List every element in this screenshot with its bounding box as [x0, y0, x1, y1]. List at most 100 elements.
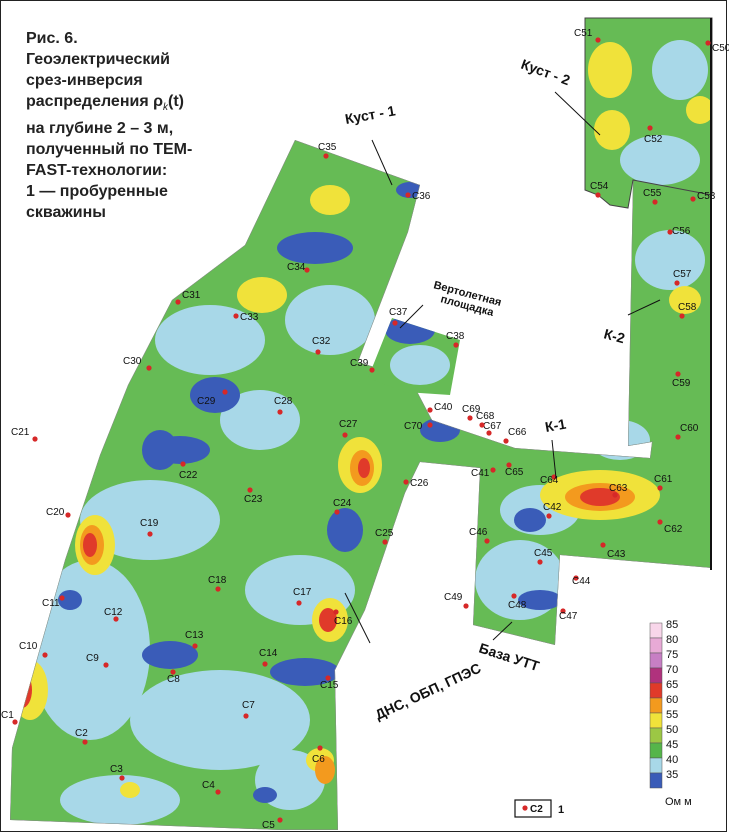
well-label-c26: C26 — [410, 478, 429, 489]
caption-line-7: 1 — пробуренные — [26, 183, 168, 201]
well-label-c11: C11 — [42, 598, 60, 609]
well-marker-c29 — [222, 389, 228, 395]
scale-swatch-85 — [649, 622, 663, 639]
well-label-c50: C50 — [712, 43, 729, 54]
scale-value-85: 85 — [666, 619, 678, 631]
well-label-c38: C38 — [446, 331, 465, 342]
well-label-c54: C54 — [590, 181, 609, 192]
well-label-c13: C13 — [185, 630, 204, 641]
well-marker-c53 — [690, 196, 696, 202]
well-label-c64: C64 — [540, 475, 559, 486]
well-label-c63: C63 — [609, 483, 628, 494]
well-label-c57: C57 — [673, 269, 692, 280]
caption-rho-text: распределения ρ — [26, 93, 163, 110]
well-label-c10: C10 — [19, 641, 38, 652]
well-marker-c10 — [42, 652, 48, 658]
well-label-c17: C17 — [293, 587, 312, 598]
well-marker-c9 — [103, 662, 109, 668]
well-marker-c25 — [382, 539, 388, 545]
well-marker-c58 — [679, 313, 685, 319]
well-label-c55: C55 — [643, 188, 662, 199]
well-marker-c22 — [180, 461, 186, 467]
well-marker-c26 — [403, 479, 409, 485]
well-label-c56: C56 — [672, 226, 691, 237]
well-label-c7: C7 — [242, 700, 255, 711]
well-marker-c6 — [317, 745, 323, 751]
well-label-c61: C61 — [654, 474, 673, 485]
well-marker-c27 — [342, 432, 348, 438]
scale-value-75: 75 — [666, 649, 678, 661]
well-marker-c56 — [667, 229, 673, 235]
scale-value-45: 45 — [666, 739, 678, 751]
well-marker-c24 — [334, 509, 340, 515]
well-marker-c40 — [427, 407, 433, 413]
well-marker-c55 — [652, 199, 658, 205]
wells-layer: C1 C2 C3 C4 C5 C6 C7 C8 C9 C10 C11 C12 C13 C14 C15 C16 C… — [1, 28, 729, 831]
well-legend: C2 1 — [514, 799, 564, 818]
well-label-c48: C48 — [508, 600, 527, 611]
well-label-c36: C36 — [412, 191, 431, 202]
well-marker-c51 — [595, 37, 601, 43]
well-label-c31: C31 — [182, 290, 201, 301]
figure-caption: Рис. 6. Геоэлектрический срез-инверсия р… — [26, 28, 236, 223]
well-label-c35: C35 — [318, 142, 337, 153]
well-label-c46: C46 — [469, 527, 488, 538]
well-marker-c37 — [392, 320, 398, 326]
well-marker-c52 — [647, 125, 653, 131]
well-label-c28: C28 — [274, 396, 293, 407]
well-label-c47: C47 — [559, 611, 578, 622]
caption-line-2: срез-инверсия — [26, 72, 143, 89]
well-marker-c48 — [511, 593, 517, 599]
well-label-c39: C39 — [350, 358, 369, 369]
scale-value-40: 40 — [666, 754, 678, 766]
color-scale: 85 80 75 70 65 60 55 50 45 40 35 — [649, 619, 678, 789]
well-marker-c18 — [215, 586, 221, 592]
well-label-c40: C40 — [434, 402, 453, 413]
well-marker-c41 — [490, 467, 496, 473]
legend-well-number: 1 — [558, 804, 564, 816]
well-marker-c11 — [59, 595, 65, 601]
area-label-kust2: Куст - 2 — [519, 56, 572, 89]
well-label-c15: C15 — [320, 680, 339, 691]
well-marker-c63 — [612, 492, 618, 498]
well-label-c22: C22 — [179, 470, 198, 481]
well-label-c59: C59 — [672, 378, 691, 389]
main-field — [10, 140, 712, 830]
well-marker-c61 — [657, 485, 663, 491]
area-label-kust1: Куст - 1 — [344, 102, 397, 127]
well-marker-c34 — [304, 267, 310, 273]
scale-value-70: 70 — [666, 664, 678, 676]
area-label-k1: К-1 — [544, 416, 568, 435]
caption-line-6: FAST-технологии: — [26, 162, 168, 180]
well-label-c60: C60 — [680, 423, 699, 434]
well-label-c5: C5 — [262, 820, 275, 831]
scale-value-35: 35 — [666, 769, 678, 781]
well-marker-c62 — [657, 519, 663, 525]
well-label-c42: C42 — [543, 502, 562, 513]
well-label-c2: C2 — [75, 728, 88, 739]
well-marker-c49 — [463, 603, 469, 609]
well-marker-c16 — [333, 609, 339, 615]
well-marker-c28 — [277, 409, 283, 415]
well-marker-c38 — [453, 342, 459, 348]
well-marker-c17 — [296, 600, 302, 606]
well-marker-c19 — [147, 531, 153, 537]
scale-swatch-35 — [649, 772, 663, 789]
well-marker-c7 — [243, 713, 249, 719]
well-marker-c4 — [215, 789, 221, 795]
well-marker-c1 — [12, 719, 18, 725]
well-label-c23: C23 — [244, 494, 263, 505]
well-label-c69: C69 — [462, 404, 481, 415]
caption-rho-sub: k — [163, 102, 168, 114]
k2-field — [585, 18, 712, 208]
scale-swatch-75 — [649, 652, 663, 669]
well-marker-c57 — [674, 280, 680, 286]
well-label-c41: C41 — [471, 468, 490, 479]
area-label-k2: К-2 — [602, 325, 627, 346]
caption-fig-label: Рис. 6. — [26, 30, 78, 47]
well-label-c25: C25 — [375, 528, 394, 539]
well-label-c33: C33 — [240, 312, 259, 323]
caption-line-5: полученный по ТЕМ- — [26, 141, 193, 159]
well-marker-c8 — [170, 669, 176, 675]
